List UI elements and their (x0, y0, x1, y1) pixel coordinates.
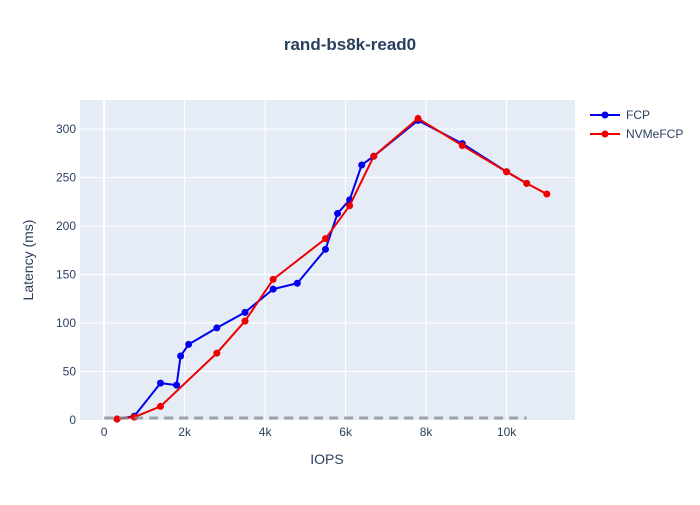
legend-label: NVMeFCP (626, 127, 683, 141)
y-tick-label: 300 (56, 122, 76, 136)
x-axis-title: IOPS (310, 451, 343, 467)
legend-label: FCP (626, 108, 650, 122)
y-axis-ticks: 0 50 100 150 200 250 300 (56, 122, 76, 427)
data-point (458, 142, 466, 150)
gridlines (80, 100, 575, 420)
y-tick-label: 250 (56, 171, 76, 185)
x-tick-label: 4k (259, 425, 273, 439)
series-layer (104, 114, 551, 423)
x-tick-label: 8k (420, 425, 434, 439)
data-point (241, 308, 249, 316)
series-nvmefcp (113, 114, 551, 423)
legend[interactable]: FCP NVMeFCP (590, 108, 683, 141)
y-tick-label: 200 (56, 219, 76, 233)
legend-item[interactable]: NVMeFCP (590, 127, 683, 141)
y-tick-label: 150 (56, 268, 76, 282)
data-point (321, 245, 329, 253)
data-point (173, 381, 181, 389)
series-line (116, 117, 548, 421)
chart-title: rand-bs8k-read0 (284, 35, 416, 54)
legend-item[interactable]: FCP (590, 108, 650, 122)
data-point (293, 279, 301, 287)
data-point (334, 209, 342, 217)
x-tick-label: 2k (178, 425, 192, 439)
data-point (543, 190, 551, 198)
data-point (213, 324, 221, 332)
y-axis-title: Latency (ms) (20, 220, 36, 301)
data-point (177, 352, 185, 360)
data-point (241, 317, 249, 325)
x-tick-label: 6k (339, 425, 353, 439)
data-point (156, 402, 164, 410)
data-point (523, 179, 531, 187)
data-point (185, 340, 193, 348)
data-point (213, 349, 221, 357)
data-point (156, 379, 164, 387)
x-tick-label: 0 (101, 425, 108, 439)
data-point (269, 285, 277, 293)
data-point (321, 235, 329, 243)
data-point (503, 168, 511, 176)
data-point (346, 202, 354, 210)
y-tick-label: 100 (56, 316, 76, 330)
data-point (269, 275, 277, 283)
legend-swatch-marker (601, 130, 609, 138)
data-point (113, 415, 121, 423)
y-tick-label: 50 (63, 365, 77, 379)
data-point (414, 114, 422, 122)
legend-swatch-marker (601, 111, 609, 119)
y-tick-label: 0 (69, 413, 76, 427)
data-point (358, 161, 366, 169)
plot-area (80, 100, 575, 420)
data-point (370, 152, 378, 160)
x-axis-ticks: 0 2k 4k 6k 8k 10k (101, 425, 517, 439)
x-tick-label: 10k (497, 425, 517, 439)
